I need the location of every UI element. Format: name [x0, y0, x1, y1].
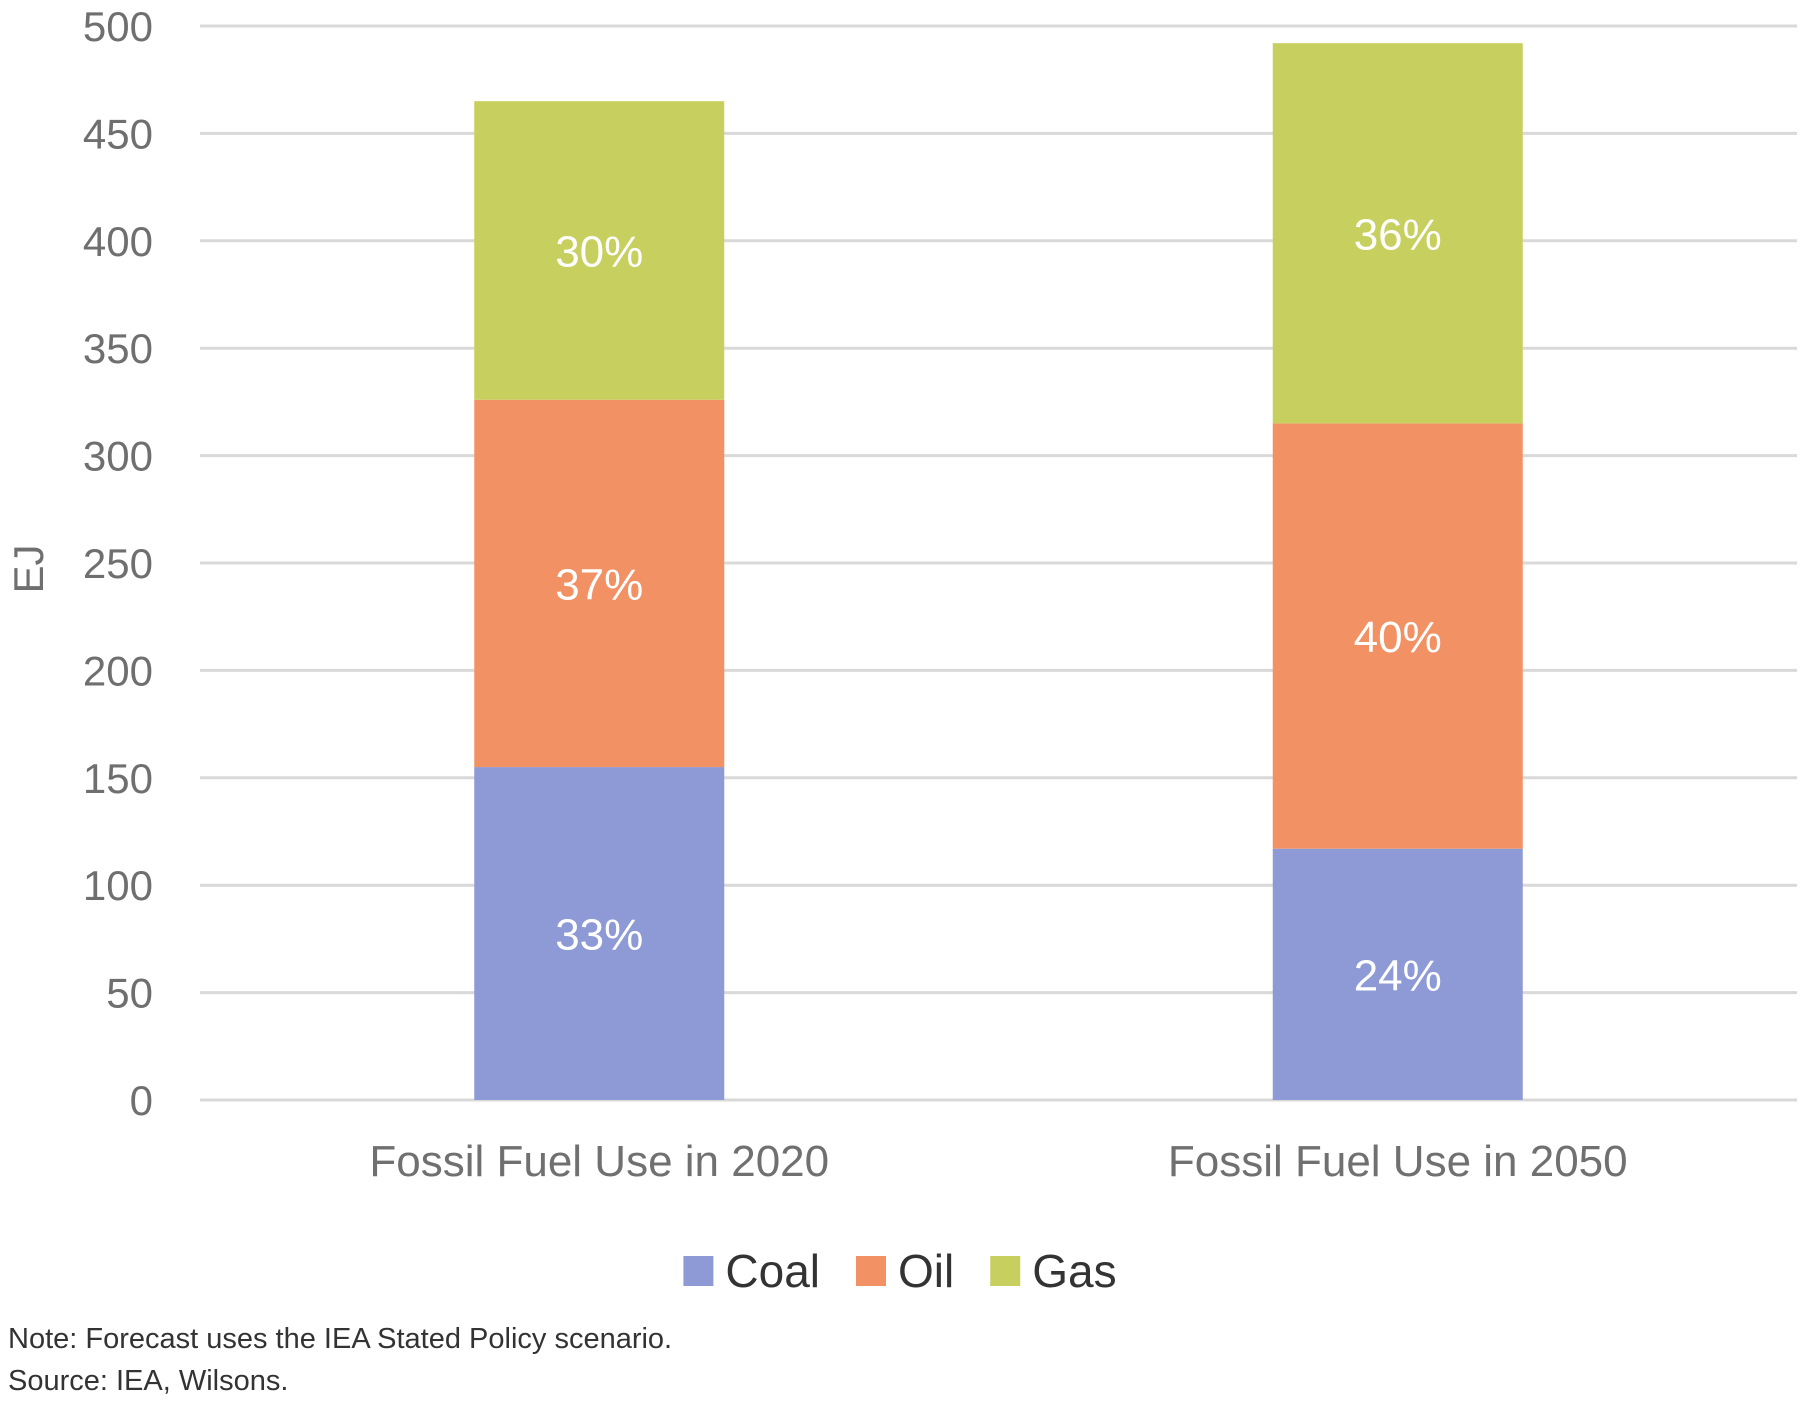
- data-label: 24%: [1354, 951, 1442, 1000]
- legend: Coal Oil Gas: [683, 1245, 1117, 1297]
- data-label: 40%: [1354, 613, 1442, 662]
- source-text: Source: IEA, Wilsons.: [8, 1365, 289, 1397]
- x-axis-category-labels: Fossil Fuel Use in 2020 Fossil Fuel Use i…: [369, 1137, 1627, 1186]
- bar-segment-oil: [474, 399, 725, 768]
- y-tick-label: 500: [83, 3, 153, 50]
- bar-segment-oil: [1272, 423, 1523, 849]
- x-category-label: Fossil Fuel Use in 2050: [1168, 1137, 1628, 1186]
- legend-swatch-coal: [683, 1256, 714, 1286]
- y-axis-tick-labels: 0 50 100 150 200 250 300 350 400 450 500: [83, 3, 153, 1124]
- legend-label: Oil: [898, 1245, 954, 1297]
- data-label: 33%: [555, 911, 643, 960]
- x-category-label: Fossil Fuel Use in 2020: [369, 1137, 829, 1186]
- bar-segment-coal: [1272, 848, 1523, 1100]
- y-tick-label: 200: [83, 647, 153, 694]
- legend-label: Gas: [1032, 1245, 1116, 1297]
- data-label: 36%: [1354, 210, 1442, 259]
- data-label: 30%: [555, 227, 643, 276]
- y-tick-label: 450: [83, 110, 153, 157]
- y-tick-label: 100: [83, 862, 153, 909]
- legend-label: Coal: [725, 1245, 820, 1297]
- legend-swatch-gas: [990, 1256, 1021, 1286]
- bar-segment-coal: [474, 767, 725, 1100]
- y-tick-label: 50: [106, 970, 153, 1017]
- y-tick-label: 250: [83, 540, 153, 587]
- y-tick-label: 150: [83, 755, 153, 802]
- note-text: Note: Forecast uses the IEA Stated Polic…: [8, 1323, 673, 1355]
- y-tick-label: 400: [83, 218, 153, 265]
- legend-swatch-oil: [856, 1256, 886, 1286]
- y-tick-label: 0: [130, 1077, 153, 1124]
- data-label: 37%: [555, 560, 643, 609]
- y-axis-title: EJ: [5, 544, 52, 593]
- y-tick-label: 300: [83, 433, 153, 480]
- chart-notes: Note: Forecast uses the IEA Stated Polic…: [8, 1318, 672, 1402]
- gridlines: [200, 24, 1797, 1102]
- bar-segment-gas: [474, 101, 725, 400]
- y-tick-label: 350: [83, 325, 153, 372]
- bars: [474, 43, 1523, 1100]
- data-labels: 33% 37% 30% 24% 40% 36%: [555, 210, 1442, 1000]
- bar-segment-gas: [1272, 43, 1523, 424]
